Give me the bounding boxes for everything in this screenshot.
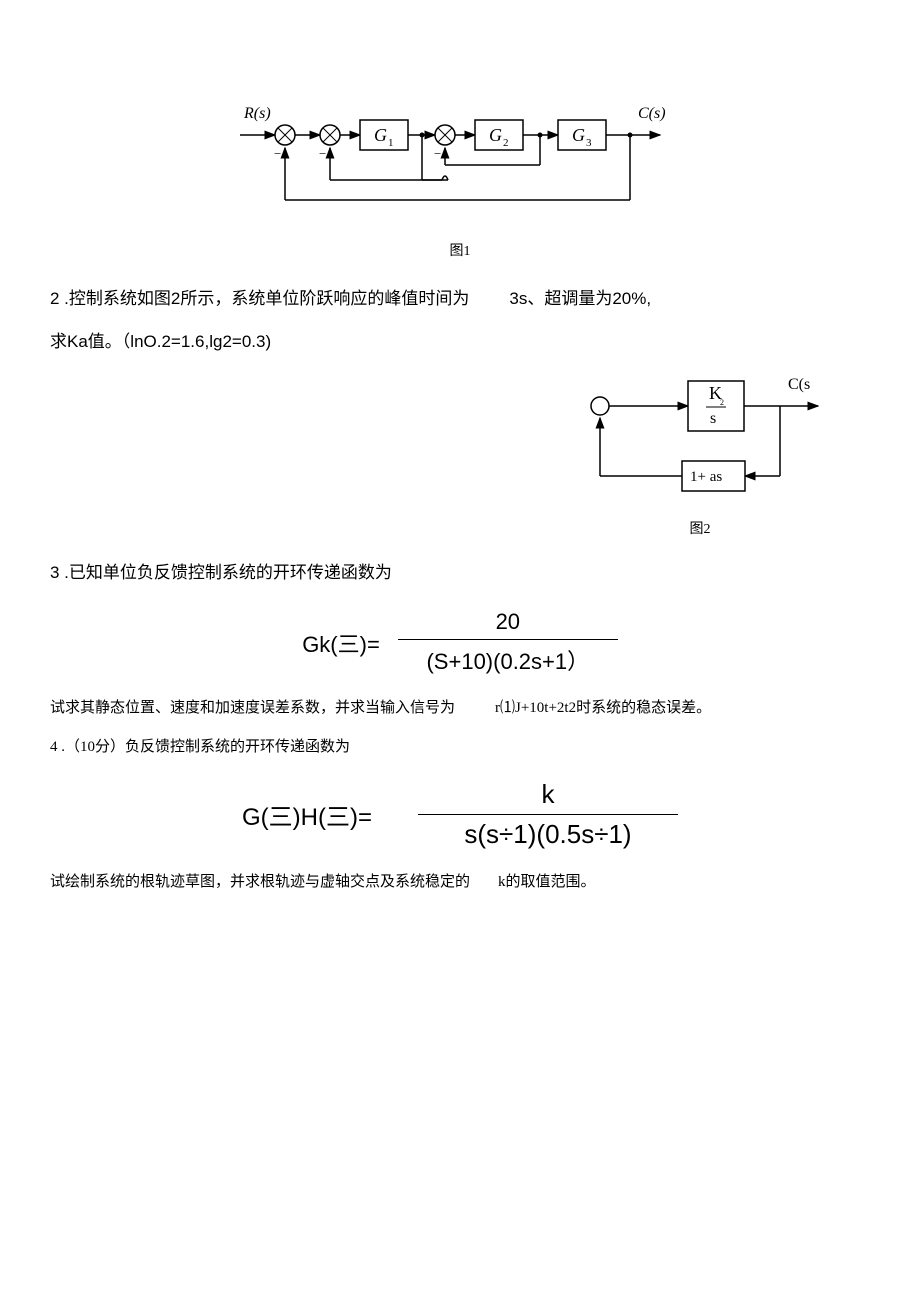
q3-text-a: 试求其静态位置、速度和加速度误差系数，并求当输入信号为	[50, 700, 455, 716]
eq3-lhs: Gk(三)=	[302, 627, 380, 659]
svg-text:1: 1	[388, 137, 394, 149]
eq3-denominator: (S+10)(0.2s+1）	[418, 640, 597, 676]
eq4-denominator: s(s÷1)(0.5s÷1)	[456, 815, 639, 850]
svg-text:2: 2	[503, 137, 509, 149]
fig2-output: C(s	[788, 376, 810, 393]
figure-2-row: K s 2 C(s 1+ as 图2	[50, 371, 870, 558]
eq4-numerator: k	[533, 779, 562, 814]
eq4-lhs: G(三)H(三)=	[242, 797, 372, 832]
svg-text:3: 3	[586, 137, 592, 149]
svg-text:−: −	[319, 146, 326, 161]
question-4-line2: 试绘制系统的根轨迹草图，并求根轨迹与虚轴交点及系统稳定的 k的取值范围。	[50, 868, 870, 897]
figure-2-wrapper: K s 2 C(s 1+ as 图2	[570, 371, 830, 558]
fig2-s: s	[710, 410, 716, 427]
svg-text:−: −	[274, 146, 281, 161]
output-label: C(s)	[638, 105, 666, 122]
svg-text:−: −	[434, 146, 441, 161]
svg-text:G: G	[489, 125, 502, 145]
svg-text:G: G	[374, 125, 387, 145]
q3-text-b: r⑴J+10t+2t2时系统的稳态误差。	[495, 700, 711, 716]
document-page: R(s) − − G 1 −	[0, 0, 920, 957]
eq3-fraction: 20 (S+10)(0.2s+1）	[398, 609, 618, 676]
figure-1-diagram: R(s) − − G 1 −	[50, 100, 870, 210]
eq3-numerator: 20	[488, 609, 528, 639]
fig2-feedback-block: 1+ as	[690, 469, 722, 485]
svg-text:G: G	[572, 125, 585, 145]
q4-text-b: k的取值范围。	[498, 874, 596, 890]
question-2-line1: 2 .控制系统如图2所示，系统单位阶跃响应的峰值时间为 3s、超调量为20%,	[50, 280, 870, 317]
eq4-fraction: k s(s÷1)(0.5s÷1)	[418, 779, 678, 850]
figure-1-caption: 图1	[50, 240, 870, 260]
equation-q4: G(三)H(三)= k s(s÷1)(0.5s÷1)	[50, 779, 870, 850]
equation-q3: Gk(三)= 20 (S+10)(0.2s+1）	[50, 609, 870, 676]
question-3-line2: 试求其静态位置、速度和加速度误差系数，并求当输入信号为 r⑴J+10t+2t2时系…	[50, 694, 870, 723]
figure-2-svg: K s 2 C(s 1+ as	[570, 371, 830, 511]
q2-text-a: 2 .控制系统如图2所示，系统单位阶跃响应的峰值时间为	[50, 289, 469, 308]
figure-2-caption: 图2	[570, 518, 830, 538]
question-3-line1: 3 .已知单位负反馈控制系统的开环传递函数为	[50, 554, 870, 591]
q4-text-a: 试绘制系统的根轨迹草图，并求根轨迹与虚轴交点及系统稳定的	[50, 874, 470, 890]
fig2-sup: 2	[720, 398, 724, 407]
block-diagram-1-svg: R(s) − − G 1 −	[240, 100, 680, 210]
input-label: R(s)	[243, 105, 271, 122]
q2-text-b: 3s、超调量为20%,	[509, 289, 651, 308]
question-4-line1: 4 .（10分）负反馈控制系统的开环传递函数为	[50, 733, 870, 762]
question-2-line2: 求Ka值。（lnO.2=1.6,lg2=0.3)	[50, 323, 870, 360]
